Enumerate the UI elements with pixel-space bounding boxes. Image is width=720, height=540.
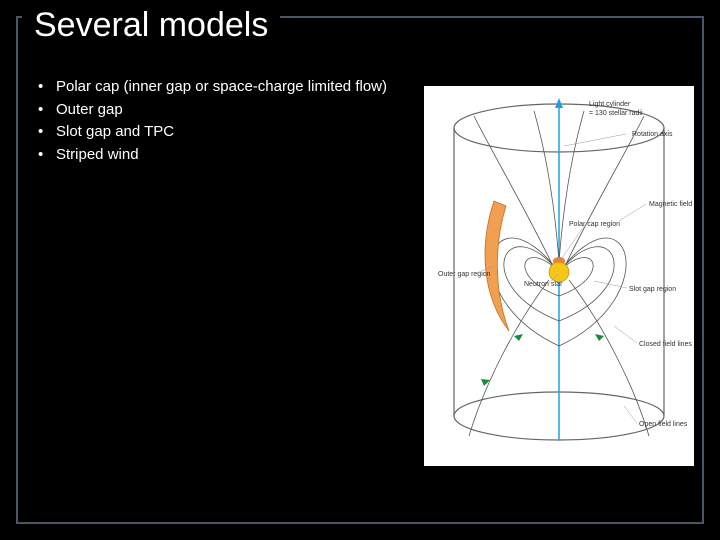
rotation-axis-arrow bbox=[555, 98, 563, 108]
title-container: Several models bbox=[22, 6, 280, 51]
pulsar-diagram: Light cylinder = 130 stellar radii Rotat… bbox=[424, 86, 694, 466]
open-field-label: Open field lines bbox=[639, 421, 688, 428]
light-cylinder-sub-label: = 130 stellar radii bbox=[589, 110, 643, 117]
light-cylinder-label: Light cylinder bbox=[589, 101, 631, 108]
polar-cap-label: Polar cap region bbox=[569, 221, 620, 228]
outer-gap-label: Outer gap region bbox=[438, 271, 491, 278]
neutron-star-label: Neutron star bbox=[524, 281, 563, 288]
magnetic-field-label: Magnetic field bbox=[649, 201, 692, 208]
slot-gap-label: Slot gap region bbox=[629, 286, 676, 293]
outer-gap-region bbox=[485, 201, 509, 331]
closed-field-label: Closed field lines bbox=[639, 341, 692, 348]
rotation-axis-label: Rotation axis bbox=[632, 131, 673, 138]
pulsar-svg: Light cylinder = 130 stellar radii Rotat… bbox=[424, 86, 694, 466]
neutron-star bbox=[549, 262, 569, 282]
slide-title: Several models bbox=[34, 6, 268, 45]
